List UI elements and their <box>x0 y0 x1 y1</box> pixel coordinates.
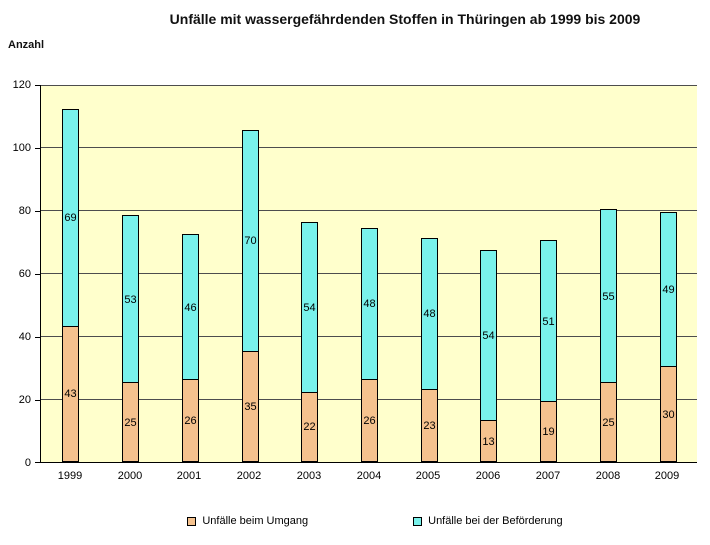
y-axis-title: Anzahl <box>8 39 45 51</box>
y-tick-mark <box>35 274 41 275</box>
chart-title: Unfälle mit wassergefährdenden Stoffen i… <box>169 11 641 27</box>
data-label: 48 <box>363 298 376 310</box>
bar-segment <box>242 130 259 352</box>
x-tick-label: 2005 <box>415 470 441 482</box>
x-tick-label: 2009 <box>654 470 680 482</box>
data-label: 43 <box>64 388 77 400</box>
bar-segment <box>480 250 497 421</box>
bar-segment <box>660 212 677 367</box>
y-tick-label: 20 <box>18 394 31 406</box>
y-tick-mark <box>35 85 41 86</box>
data-label: 25 <box>602 417 615 429</box>
x-tick-label: 2001 <box>176 470 202 482</box>
data-label: 53 <box>124 294 137 306</box>
gridline <box>41 210 697 211</box>
bar-segment <box>301 222 318 393</box>
x-tick-label: 2003 <box>296 470 322 482</box>
x-tick-label: 2007 <box>535 470 561 482</box>
legend-item: Unfälle beim Umgang <box>187 515 308 527</box>
x-tick-label: 2004 <box>356 470 382 482</box>
y-tick-label: 100 <box>12 142 31 154</box>
y-tick-mark <box>35 337 41 338</box>
data-label: 23 <box>423 420 436 432</box>
legend-swatch-icon <box>187 516 197 526</box>
bar-segment <box>421 238 438 390</box>
bar-segment <box>600 209 617 383</box>
bar-segment <box>62 109 79 327</box>
legend-label: Unfälle bei der Beförderung <box>428 515 563 527</box>
bar-segment <box>122 215 139 383</box>
data-label: 22 <box>303 421 316 433</box>
data-label: 13 <box>482 436 495 448</box>
y-tick-mark <box>35 400 41 401</box>
y-tick-mark <box>35 211 41 212</box>
x-tick-label: 2006 <box>475 470 501 482</box>
data-label: 54 <box>482 330 495 342</box>
y-tick-label: 80 <box>18 205 31 217</box>
x-tick-label: 2002 <box>236 470 262 482</box>
data-label: 69 <box>64 212 77 224</box>
data-label: 54 <box>303 302 316 314</box>
plot-area: 43 69 25 53 26 46 35 70 22 54 26 48 23 48 13 54 19 51 25 55… <box>35 85 697 463</box>
data-label: 49 <box>662 284 675 296</box>
x-axis: 1999 2000 2001 2002 2003 2004 2005 2006 2007 2008… <box>40 470 697 486</box>
y-tick-label: 40 <box>18 331 31 343</box>
legend-label: Unfälle beim Umgang <box>202 515 309 527</box>
x-tick-label: 2008 <box>595 470 621 482</box>
gridline <box>41 147 697 148</box>
bar-segment <box>361 228 378 380</box>
bar-segment <box>182 234 199 380</box>
y-tick-mark <box>35 148 41 149</box>
y-tick-label: 120 <box>12 79 31 91</box>
y-tick-label: 60 <box>18 268 31 280</box>
legend-swatch-icon <box>413 516 423 526</box>
data-label: 30 <box>662 409 675 421</box>
data-label: 25 <box>124 417 137 429</box>
gridline <box>41 85 697 86</box>
legend: Unfälle beim Umgang Unfälle bei der Beför… <box>40 515 710 527</box>
data-label: 35 <box>244 401 257 413</box>
data-label: 46 <box>184 302 197 314</box>
data-label: 19 <box>542 426 555 438</box>
bar-segment <box>540 240 557 402</box>
data-label: 48 <box>423 308 436 320</box>
data-label: 26 <box>184 415 197 427</box>
data-label: 55 <box>602 291 615 303</box>
y-tick-mark <box>35 462 41 463</box>
x-tick-label: 2000 <box>117 470 143 482</box>
legend-item: Unfälle bei der Beförderung <box>413 515 563 527</box>
data-label: 70 <box>244 235 257 247</box>
y-tick-label: 0 <box>24 457 31 469</box>
y-axis: 0 20 40 60 80 100 120 <box>0 79 33 469</box>
data-label: 51 <box>542 316 555 328</box>
x-tick-label: 1999 <box>57 470 83 482</box>
data-label: 26 <box>363 415 376 427</box>
